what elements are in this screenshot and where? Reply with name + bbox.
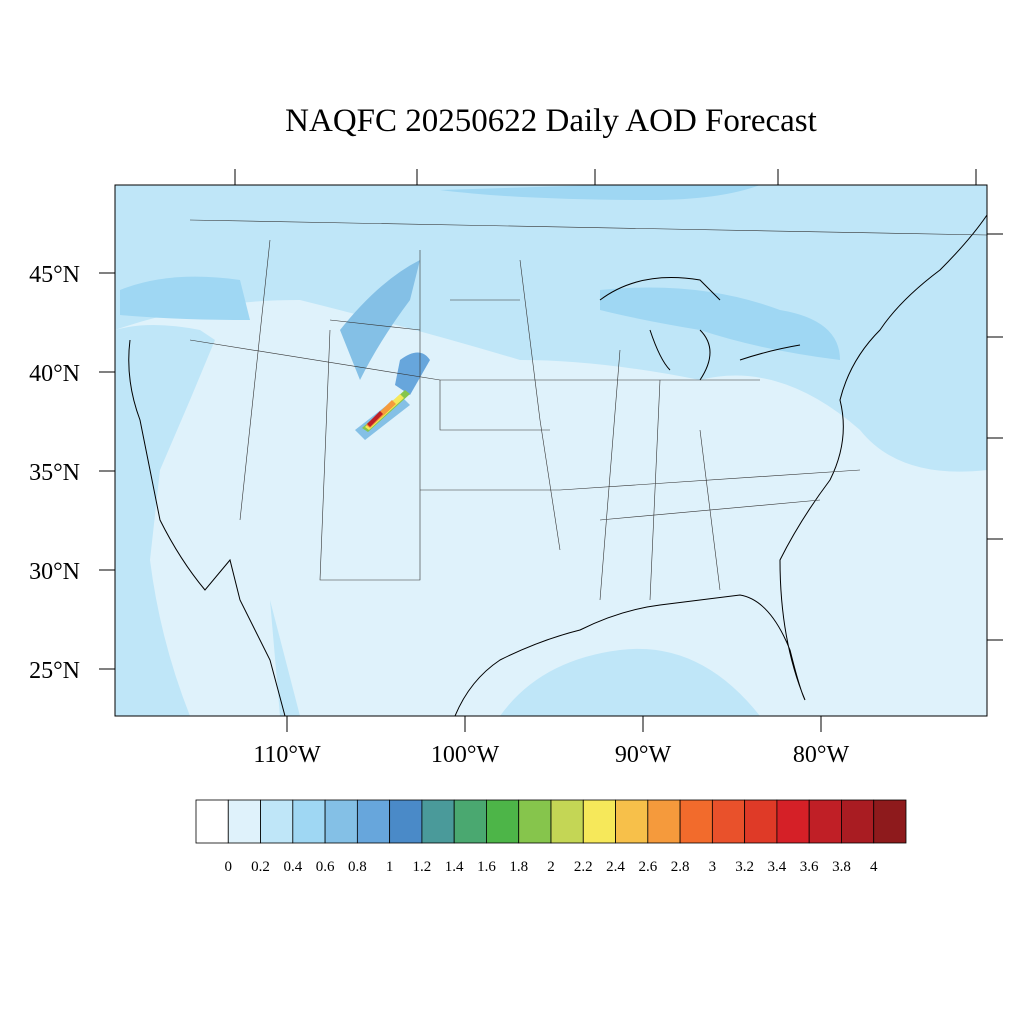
colorbar-label: 3.2 xyxy=(735,859,754,875)
colorbar-box xyxy=(453,799,487,844)
colorbar-label: 2.4 xyxy=(606,859,625,875)
colorbar-box xyxy=(808,799,842,844)
lon-label: 110°W xyxy=(253,742,321,768)
lat-label: 35°N xyxy=(29,460,80,486)
frame-ticks xyxy=(234,169,1003,641)
colorbar-label: 3.4 xyxy=(768,859,787,875)
colorbar-label: 3.6 xyxy=(800,859,819,875)
colorbar-box xyxy=(260,799,294,844)
colorbar-box xyxy=(389,799,423,844)
colorbar-label: 2.8 xyxy=(671,859,690,875)
colorbar-box xyxy=(292,799,326,844)
lat-label: 25°N xyxy=(29,658,80,684)
colorbar-box xyxy=(421,799,455,844)
lon-label: 100°W xyxy=(431,742,500,768)
colorbar-label: 2.2 xyxy=(574,859,593,875)
colorbar-label: 4 xyxy=(870,859,878,875)
lat-label: 45°N xyxy=(29,262,80,288)
colorbar-box xyxy=(518,799,552,844)
lon-label: 90°W xyxy=(615,742,672,768)
colorbar-label: 1.6 xyxy=(477,859,496,875)
colorbar-box xyxy=(582,799,616,844)
colorbar-box xyxy=(647,799,681,844)
colorbar-box xyxy=(744,799,778,844)
colorbar-label: 0.2 xyxy=(251,859,270,875)
colorbar-box xyxy=(873,799,907,844)
lat-label: 30°N xyxy=(29,559,80,585)
colorbar-label: 0.8 xyxy=(348,859,367,875)
colorbar-label: 0.6 xyxy=(316,859,335,875)
colorbar-label: 3 xyxy=(709,859,717,875)
map-frame xyxy=(114,184,988,717)
colorbar-box xyxy=(711,799,746,844)
colorbar-box xyxy=(841,799,875,844)
colorbar-box xyxy=(550,799,584,844)
map-field xyxy=(115,185,987,716)
colorbar-label: 0 xyxy=(225,859,233,875)
colorbar-box xyxy=(324,799,358,844)
colorbar-box xyxy=(486,799,520,844)
colorbar-label: 0.4 xyxy=(283,859,302,875)
colorbar-label: 1 xyxy=(386,859,394,875)
colorbar-box xyxy=(227,799,261,844)
colorbar-label: 1.8 xyxy=(509,859,528,875)
colorbar-label: 2.6 xyxy=(638,859,657,875)
colorbar-box xyxy=(195,799,229,844)
colorbar-label: 3.8 xyxy=(832,859,851,875)
colorbar-box xyxy=(615,799,649,844)
lat-label: 40°N xyxy=(29,361,80,387)
lon-label: 80°W xyxy=(793,742,850,768)
colorbar-box xyxy=(356,799,391,844)
colorbar-label: 1.4 xyxy=(445,859,464,875)
colorbar-box xyxy=(679,799,713,844)
colorbar-box xyxy=(776,799,810,844)
colorbar-label: 1.2 xyxy=(413,859,432,875)
title: NAQFC 20250622 Daily AOD Forecast xyxy=(285,103,817,139)
colorbar-label: 2 xyxy=(547,859,555,875)
